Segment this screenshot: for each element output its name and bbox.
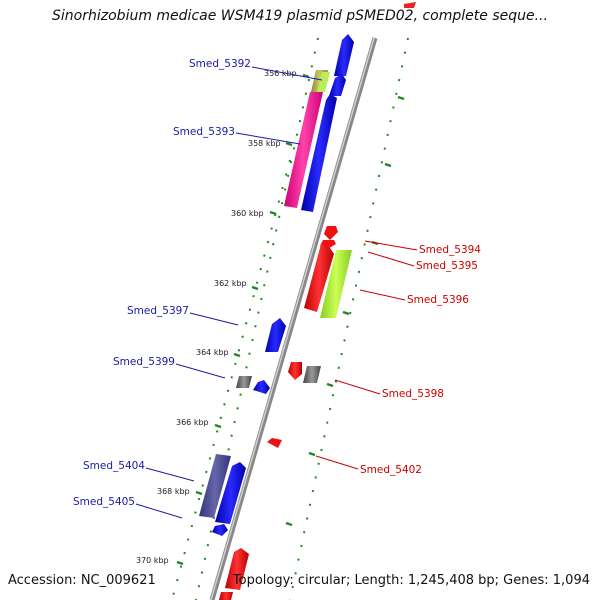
gene-label-smed-5398[interactable]: Smed_5398 — [382, 388, 444, 400]
gene-arrow-smed-5397[interactable] — [265, 318, 286, 352]
tick-label: 370 kbp — [136, 556, 169, 565]
gene-label-smed-5399[interactable]: Smed_5399 — [113, 356, 175, 368]
tick-label: 358 kbp — [248, 139, 281, 148]
tick-label: 368 kbp — [157, 487, 190, 496]
gene-label-smed-5394[interactable]: Smed_5394 — [419, 244, 481, 256]
outer-ring-plus — [171, 159, 291, 600]
gene-arrow-bottom-red-2[interactable] — [219, 592, 233, 600]
gene-arrow-smed-5399[interactable] — [253, 380, 270, 394]
tick-label: 364 kbp — [196, 348, 229, 357]
gene-arrow-smed-5398-red[interactable] — [288, 362, 302, 380]
gene-label-smed-5404[interactable]: Smed_5404 — [83, 460, 145, 472]
gene-label-smed-5396[interactable]: Smed_5396 — [407, 294, 469, 306]
gene-arrow-smed-5404[interactable] — [199, 454, 231, 518]
gene-arrow-smed-5396-red[interactable] — [304, 244, 334, 312]
accession-text: Accession: NC_009621 — [8, 573, 156, 588]
gene-arrow-smed-5392[interactable] — [334, 34, 354, 76]
gene-arrow-smed-5398[interactable] — [303, 366, 321, 383]
gene-label-smed-5405[interactable]: Smed_5405 — [73, 496, 135, 508]
gene-arrow-smed-5392b[interactable] — [329, 74, 346, 96]
leader-lines-plus — [135, 66, 323, 519]
tick-label: 366 kbp — [176, 418, 209, 427]
gene-arrow-smed-5405[interactable] — [212, 524, 228, 536]
gene-arrow-bottom-red[interactable] — [225, 548, 249, 590]
gene-arrow-smed-5402[interactable] — [267, 438, 282, 448]
gene-arrow-offscreen[interactable] — [404, 2, 416, 8]
map-title: Sinorhizobium medicae WSM419 plasmid pSM… — [52, 8, 548, 24]
topology-text: Topology: circular; Length: 1,245,408 bp… — [232, 573, 590, 588]
gene-arrow-smed-5404-blue[interactable] — [215, 462, 246, 524]
gene-block-smed-5399[interactable] — [236, 376, 252, 388]
gene-arrow-smed-5396[interactable] — [320, 250, 352, 318]
gene-arrow-smed-5393-blue[interactable] — [301, 94, 337, 212]
tick-label: 362 kbp — [214, 279, 247, 288]
gene-arrow-smed-5394[interactable] — [324, 226, 338, 240]
gene-label-smed-5402[interactable]: Smed_5402 — [360, 464, 422, 476]
gene-block-lime-small[interactable] — [317, 72, 330, 92]
leader-lines-minus — [315, 240, 418, 470]
gene-label-smed-5393[interactable]: Smed_5393 — [173, 126, 235, 138]
tick-label: 356 kbp — [264, 69, 297, 78]
genome-backbone-highlight — [210, 37, 375, 600]
gene-label-smed-5392[interactable]: Smed_5392 — [189, 58, 251, 70]
gene-label-smed-5395[interactable]: Smed_5395 — [416, 260, 478, 272]
genome-backbone — [209, 37, 378, 600]
tick-label: 360 kbp — [231, 209, 264, 218]
gene-label-smed-5397[interactable]: Smed_5397 — [127, 305, 189, 317]
gene-arrow-smed-5393[interactable] — [284, 92, 323, 208]
